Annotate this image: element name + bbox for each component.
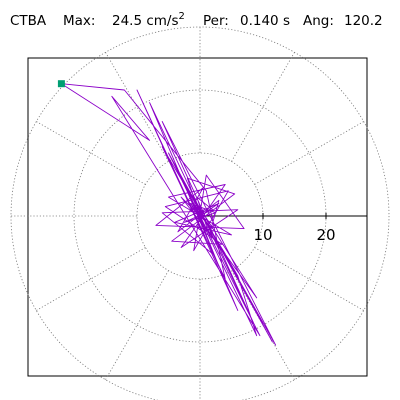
max-value-exponent: 2	[178, 11, 185, 22]
grid-spoke-240	[105, 270, 169, 380]
trace-line	[60, 83, 277, 346]
start-marker-square	[57, 80, 65, 88]
grid-spoke-30	[254, 121, 364, 185]
angle-value: 120.2	[344, 13, 383, 29]
plot-frame	[27, 57, 368, 377]
grid-spoke-120	[105, 52, 169, 162]
angle-label: Ang:	[303, 13, 334, 29]
chart-title: CTBA Max: 24.5 cm/s2 Per: 0.140 s Ang: 1…	[0, 11, 400, 37]
radial-axis: 10 20	[200, 213, 367, 244]
station-code: CTBA	[10, 13, 47, 29]
motion-trace	[60, 83, 277, 346]
start-marker	[57, 80, 65, 88]
max-value-number: 24.5 cm/s	[112, 13, 179, 29]
radial-tick-label-20: 20	[316, 226, 335, 244]
max-label: Max:	[63, 13, 96, 29]
period-value: 0.140 s	[240, 13, 290, 29]
period-label: Per:	[203, 13, 229, 29]
grid-spoke-330	[254, 247, 364, 311]
radial-tick-label-10: 10	[253, 226, 272, 244]
max-value: 24.5 cm/s2	[112, 11, 185, 29]
